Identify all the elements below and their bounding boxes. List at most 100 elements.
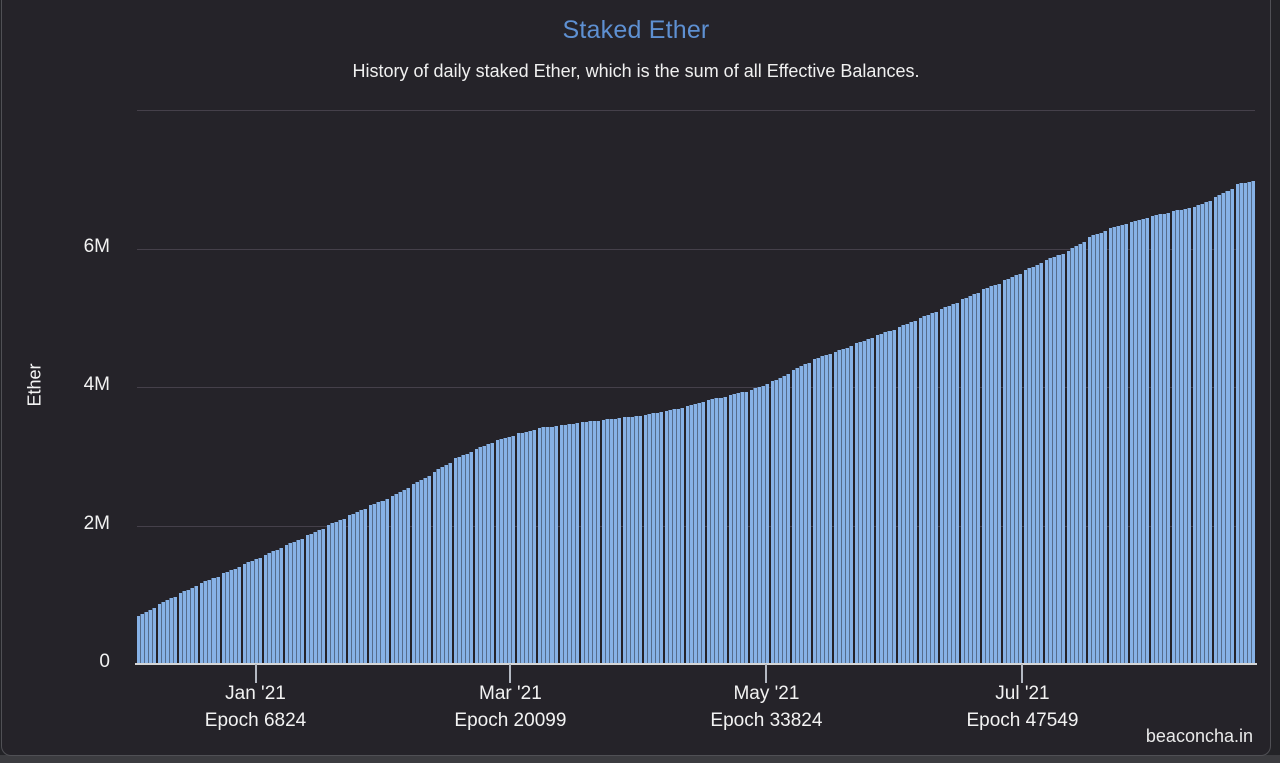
bar-column[interactable] — [1087, 110, 1107, 664]
daily-bar — [655, 412, 660, 664]
daily-bar — [841, 349, 846, 664]
bar-column[interactable] — [1235, 110, 1255, 664]
bar-column[interactable] — [263, 110, 283, 664]
bar-column[interactable] — [538, 110, 558, 664]
bar-column[interactable] — [982, 110, 1002, 664]
daily-bar — [313, 531, 318, 664]
daily-bar — [300, 538, 305, 664]
daily-bar — [1056, 255, 1061, 664]
daily-bar — [456, 456, 461, 664]
bar-column[interactable] — [622, 110, 643, 664]
bar-column[interactable] — [770, 110, 790, 664]
bar-column[interactable] — [1066, 110, 1086, 664]
bar-column[interactable] — [327, 110, 347, 664]
bar-column[interactable] — [1108, 110, 1128, 664]
bar-column[interactable] — [200, 110, 220, 664]
bar-column[interactable] — [686, 110, 706, 664]
bar-column[interactable] — [1003, 110, 1023, 664]
bar-column[interactable] — [855, 110, 875, 664]
daily-bar — [858, 342, 863, 664]
daily-bar — [274, 549, 279, 664]
bar-column[interactable] — [1172, 110, 1192, 664]
bar-column[interactable] — [749, 110, 769, 664]
bar-column[interactable] — [791, 110, 812, 664]
x-tick-mark — [765, 664, 768, 683]
daily-bar — [976, 292, 981, 664]
bar-column[interactable] — [411, 110, 431, 664]
daily-bar — [566, 424, 571, 664]
daily-bar — [266, 553, 271, 664]
daily-bar — [1014, 275, 1019, 664]
daily-bar — [676, 408, 681, 664]
bar-column[interactable] — [834, 110, 854, 664]
daily-bar — [960, 299, 964, 664]
bar-column[interactable] — [728, 110, 748, 664]
bar-column[interactable] — [158, 110, 178, 664]
daily-bar — [486, 444, 491, 664]
daily-bar — [1136, 219, 1141, 664]
bar-column[interactable] — [707, 110, 727, 664]
daily-bar — [781, 375, 786, 664]
bar-column[interactable] — [221, 110, 241, 664]
daily-bar — [743, 391, 748, 664]
bar-column[interactable] — [453, 110, 474, 664]
bar-column[interactable] — [1193, 110, 1213, 664]
bar-column[interactable] — [813, 110, 833, 664]
daily-bar — [837, 350, 842, 664]
daily-bar — [1048, 258, 1053, 664]
bar-column[interactable] — [306, 110, 326, 664]
bar-column[interactable] — [284, 110, 305, 664]
daily-bar — [291, 541, 296, 664]
daily-bar — [718, 397, 723, 664]
bar-column[interactable] — [179, 110, 199, 664]
bar-column[interactable] — [517, 110, 537, 664]
bar-column[interactable] — [644, 110, 664, 664]
daily-bar — [348, 515, 352, 664]
bar-column[interactable] — [137, 110, 157, 664]
bar-column[interactable] — [1151, 110, 1171, 664]
bar-column[interactable] — [390, 110, 410, 664]
daily-bar — [697, 403, 702, 664]
daily-bar — [777, 377, 782, 664]
daily-bar — [816, 357, 821, 664]
bar-column[interactable] — [580, 110, 600, 664]
y-tick-label: 6M — [83, 235, 110, 257]
bar-column[interactable] — [876, 110, 896, 664]
daily-bar — [363, 508, 368, 664]
bar-column[interactable] — [496, 110, 516, 664]
daily-bar — [595, 420, 600, 664]
daily-bar — [580, 422, 584, 664]
daily-bar — [562, 424, 567, 664]
bar-column[interactable] — [559, 110, 579, 664]
bar-column[interactable] — [432, 110, 452, 664]
bar-column[interactable] — [242, 110, 262, 664]
x-tick-label: May '21 Epoch 33824 — [710, 680, 822, 734]
daily-bar — [158, 603, 162, 664]
daily-bar — [807, 362, 812, 664]
daily-bar — [1242, 182, 1247, 664]
bar-column[interactable] — [348, 110, 368, 664]
x-axis-line — [135, 663, 1257, 665]
window-bottom-edge — [0, 755, 1280, 763]
bar-column[interactable] — [475, 110, 495, 664]
bar-column[interactable] — [1214, 110, 1234, 664]
bar-column[interactable] — [918, 110, 938, 664]
daily-bar — [257, 557, 262, 664]
bar-column[interactable] — [665, 110, 685, 664]
daily-bar — [161, 601, 166, 664]
daily-bar — [1098, 232, 1103, 664]
bar-column[interactable] — [1024, 110, 1044, 664]
bar-column[interactable] — [369, 110, 389, 664]
daily-bar — [1179, 209, 1184, 664]
daily-bar — [207, 579, 212, 664]
bar-column[interactable] — [960, 110, 981, 664]
bar-column[interactable] — [939, 110, 959, 664]
bar-column[interactable] — [601, 110, 621, 664]
bar-column[interactable] — [897, 110, 917, 664]
daily-bar — [249, 560, 254, 664]
daily-bar — [925, 314, 930, 664]
bar-column[interactable] — [1129, 110, 1150, 664]
x-tick-epoch: Epoch 47549 — [966, 710, 1079, 731]
daily-bar — [144, 611, 149, 664]
bar-column[interactable] — [1045, 110, 1065, 664]
